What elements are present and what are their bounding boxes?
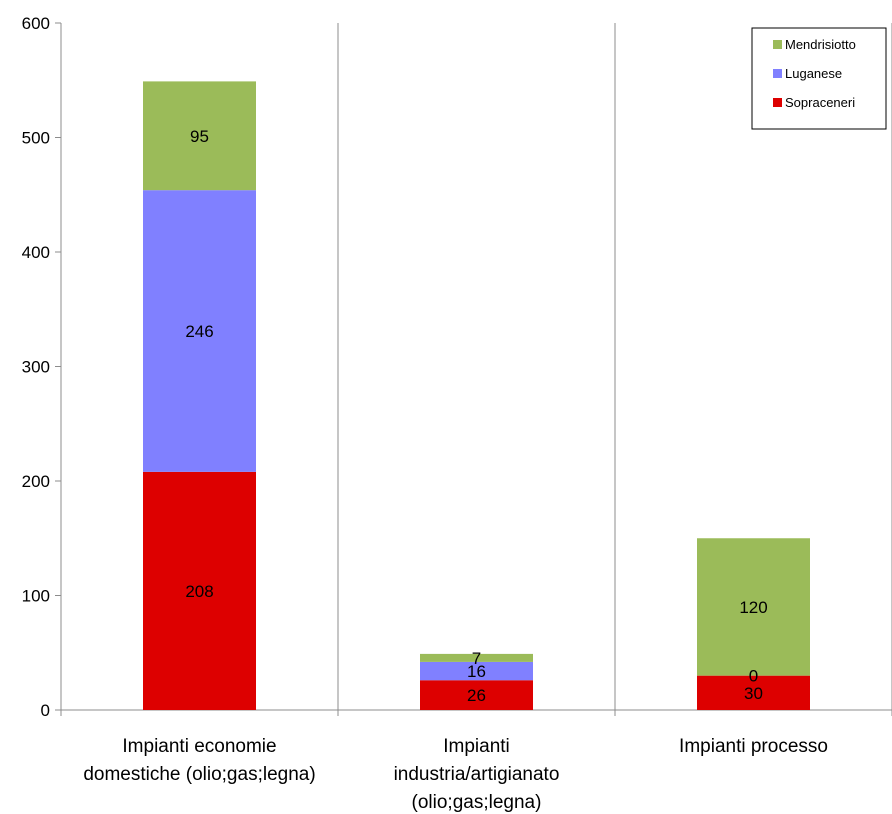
x-category-label: (olio;gas;legna) <box>412 792 542 813</box>
data-labels: 208 246 95 26 167 300 120 <box>185 127 767 705</box>
legend-label-sopraceneri: Sopraceneri <box>785 95 855 110</box>
y-tick-label: 400 <box>22 243 50 262</box>
legend-swatch-mendrisiotto <box>773 40 782 49</box>
x-tick-labels: Impianti economie domestiche (olio;gas;le… <box>83 736 828 813</box>
legend-label-luganese: Luganese <box>785 66 842 81</box>
legend: Mendrisiotto Luganese Sopraceneri <box>751 27 887 130</box>
data-label-mendrisiotto: 95 <box>190 127 209 146</box>
data-label-sopraceneri: 26 <box>467 686 486 705</box>
legend-label-mendrisiotto: Mendrisiotto <box>785 37 856 52</box>
y-tick-labels: 0 100 200 300 400 500 600 <box>22 14 50 720</box>
x-category-label: domestiche (olio;gas;legna) <box>83 764 315 785</box>
bar-sopraceneri <box>420 680 533 710</box>
y-tick-label: 600 <box>22 14 50 33</box>
y-tick-label: 500 <box>22 129 50 148</box>
data-label-sopraceneri: 208 <box>185 582 213 601</box>
x-category-label: Impianti <box>443 736 510 757</box>
y-tick-label: 0 <box>41 701 50 720</box>
y-tick-label: 100 <box>22 587 50 606</box>
y-tick-label: 200 <box>22 472 50 491</box>
bar-mendrisiotto <box>697 538 810 676</box>
legend-swatch-sopraceneri <box>773 98 782 107</box>
bar-luganese <box>143 190 256 472</box>
bar-sopraceneri <box>697 675 810 710</box>
bars <box>143 81 810 710</box>
data-label-luganese: 16 <box>467 662 486 681</box>
x-category-label: industria/artigianato <box>394 764 560 785</box>
x-category-label: Impianti economie <box>122 736 276 757</box>
grid-lines <box>337 23 892 710</box>
data-label-luganese: 0 <box>749 667 758 686</box>
y-tick-label: 300 <box>22 358 50 377</box>
bar-mendrisiotto <box>420 653 533 662</box>
bar-sopraceneri <box>143 471 256 710</box>
bar-mendrisiotto <box>143 81 256 191</box>
x-category-label: Impianti processo <box>679 736 828 757</box>
data-label-mendrisiotto: 120 <box>739 598 767 617</box>
data-label-sopraceneri: 30 <box>744 684 763 703</box>
data-label-luganese: 246 <box>185 322 213 341</box>
legend-swatch-luganese <box>773 69 782 78</box>
bar-luganese <box>420 661 533 681</box>
data-label-mendrisiotto: 7 <box>472 649 481 668</box>
legend-box <box>751 27 887 130</box>
